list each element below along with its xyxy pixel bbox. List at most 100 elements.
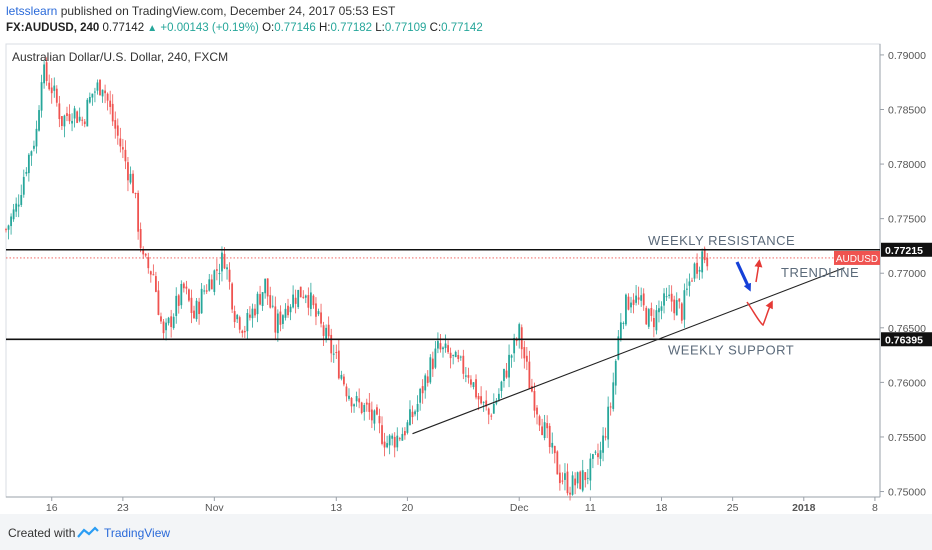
candle-body [586,477,589,479]
candle-body [88,96,91,103]
candle-body [172,316,175,329]
candle-body [533,391,536,411]
candle-body [614,360,617,386]
candle-body [340,374,343,379]
time-tick-label: 18 [656,502,668,514]
candle-body [569,492,571,495]
candle-body [96,82,99,91]
candle-body [513,337,516,354]
symbol-tag-label: AUDUSD [836,254,878,265]
candle-body [548,425,551,447]
candle-body [243,330,246,333]
candle-body [508,354,510,378]
candle-body [254,308,256,316]
candle-body [409,409,411,425]
candle-body [35,128,38,147]
candles-group [5,57,709,501]
symbol-name: FX:AUDUSD, 240 [6,22,100,34]
time-tick-label: 23 [117,502,129,514]
candle-body [612,382,615,409]
weekly-resistance-label: WEEKLY RESISTANCE [648,233,795,248]
blue-down-arrow [735,261,751,292]
weekly-support-label: WEEKLY SUPPORT [668,342,794,357]
candle-body [686,288,688,290]
chart-title: Australian Dollar/U.S. Dollar, 240, FXCM [12,50,229,64]
candle-body [175,295,178,317]
candle-body [101,89,104,97]
candle-body [693,263,696,279]
candle-body [457,354,460,360]
candle-body [167,317,170,324]
candle-body [447,345,449,353]
time-tick-label: 2018 [792,502,816,514]
candle-body [688,281,691,286]
high-label: H: [319,22,331,34]
candle-body [10,216,12,227]
candle-body [503,368,505,382]
candle-body [215,269,218,271]
candle-body [604,436,607,438]
candle-body [363,405,366,412]
candle-body [658,308,660,313]
candle-body [386,443,389,448]
candle-body [63,115,66,127]
candle-body [5,229,7,231]
candle-body [678,298,681,302]
price-chart[interactable]: 0.79000 0.78500 0.78000 0.77500 0.77000 0.765… [0,0,932,514]
candle-body [510,355,513,358]
low-value: 0.77109 [384,22,427,34]
candle-body [561,480,564,482]
candle-body [276,313,279,334]
candle-body [475,379,477,398]
candle-body [249,314,251,318]
candle-body [543,422,546,439]
candle-body [193,310,195,319]
created-with-text: Created with [8,526,76,540]
candle-body [60,116,63,127]
price-tick-label: 0.77500 [888,214,926,226]
candle-body [144,253,147,256]
candle-body [83,121,86,125]
candle-body [332,353,335,355]
candle-body [691,280,693,282]
candle-body [665,296,668,298]
candle-body [696,262,698,274]
candle-body [574,478,577,486]
candle-body [17,204,20,207]
price-tick-label: 0.75500 [888,432,926,444]
candle-body [299,286,302,298]
candle-body [127,162,129,181]
candle-body [391,435,394,439]
candle-body [99,79,101,96]
candle-body [411,411,414,418]
candle-body [210,279,213,290]
candle-body [155,276,157,292]
candle-body [274,306,277,333]
candle-body [419,388,422,403]
candle-body [282,315,284,324]
candle-body [343,376,345,385]
candle-body [233,311,236,323]
candle-body [297,289,300,308]
candle-body [304,295,307,298]
candle-body [348,395,350,399]
candle-body [71,120,73,124]
candle-body [650,308,653,316]
candle-body [114,120,117,129]
candle-body [165,322,167,331]
price-tick-label: 0.77000 [888,268,926,280]
candle-body [500,381,503,391]
time-tick-label: Nov [205,502,224,514]
candle-body [241,330,244,334]
candle-body [429,357,432,383]
candle-body [520,327,523,350]
candle-body [221,252,223,272]
low-label: L: [375,22,385,34]
author-link[interactable]: letsslearn [6,4,58,18]
candle-body [213,270,216,292]
level-price-tag [881,242,932,257]
candle-body [541,426,543,436]
candle-body [48,82,51,90]
candle-body [680,303,683,321]
tradingview-link[interactable]: TradingView [104,526,171,540]
